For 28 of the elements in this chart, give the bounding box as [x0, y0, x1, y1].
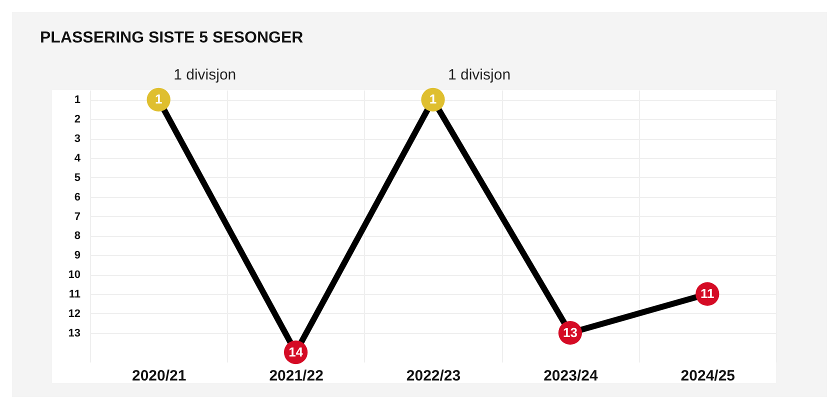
- y-tick-label: 2: [74, 114, 80, 126]
- data-label: 11: [700, 286, 714, 301]
- y-tick-label: 4: [74, 152, 82, 164]
- point: [421, 88, 445, 112]
- y-tick-label: 11: [68, 288, 80, 300]
- y-tick-label: 12: [68, 308, 80, 320]
- point: [146, 88, 170, 112]
- y-tick-label: 6: [74, 191, 80, 204]
- annotation: 1 divisjon: [174, 66, 236, 84]
- y-tick-label: 3: [74, 133, 80, 146]
- y-tick-label: 10: [68, 269, 80, 282]
- data-label: 14: [288, 344, 304, 360]
- x-tick-label: 2023/24: [544, 368, 598, 384]
- x-tick-label: 2020/21: [132, 368, 186, 384]
- y-tick-label: 13: [68, 327, 80, 340]
- annotation: 1 divisjon: [448, 66, 511, 84]
- y-tick-label: 1: [74, 94, 80, 106]
- data-label: 13: [562, 324, 578, 340]
- y-tick-label: 9: [74, 250, 80, 262]
- x-tick-label: 2021/22: [269, 368, 324, 384]
- chart-title: PLASSERING SISTE 5 SESONGER: [40, 30, 304, 47]
- y-tick-label: 8: [74, 230, 80, 242]
- y-tick-label: 7: [74, 210, 80, 223]
- data-label: 1: [154, 92, 162, 107]
- x-tick-label: 2024/25: [680, 368, 736, 384]
- data-label: 1: [429, 92, 437, 107]
- x-tick-label: 2022/23: [406, 368, 461, 384]
- y-tick-label: 5: [74, 172, 80, 184]
